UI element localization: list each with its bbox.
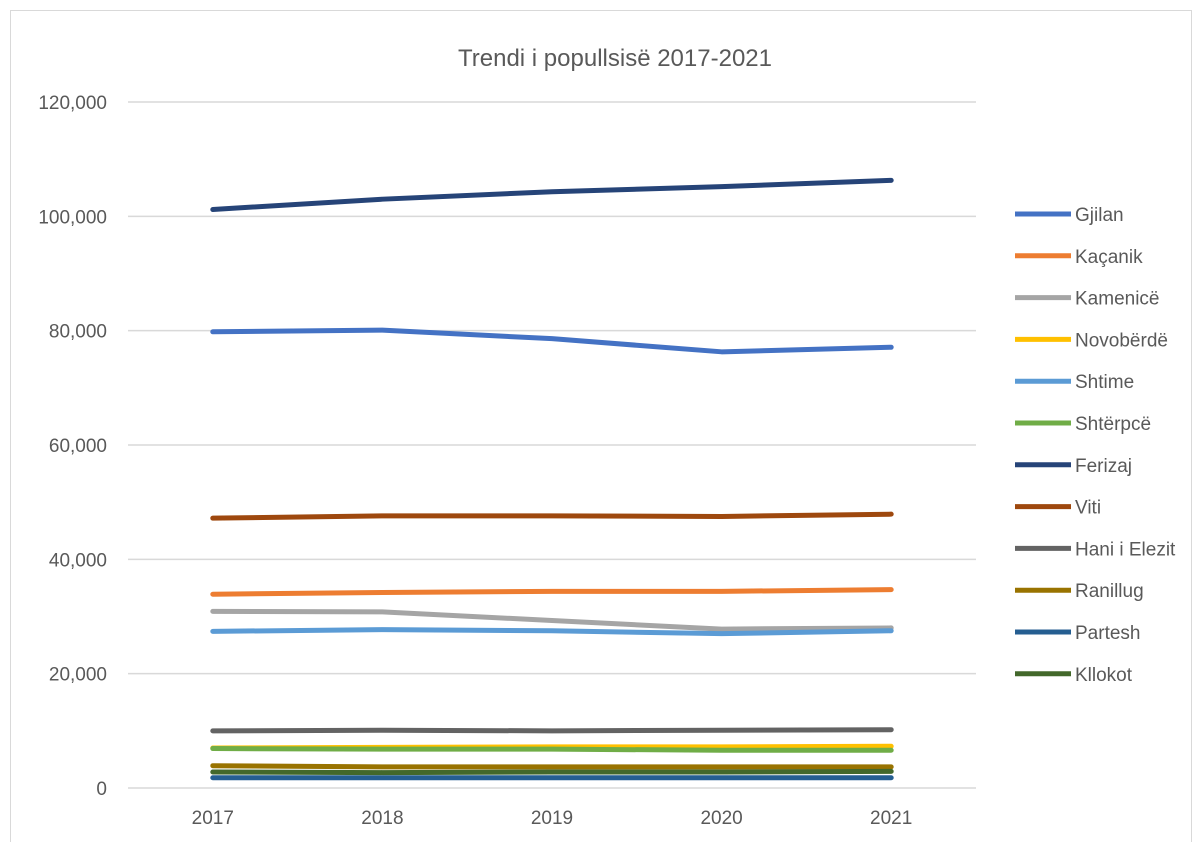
legend-item: Shtime	[1015, 372, 1134, 393]
series-line-hani-i-elezit	[210, 727, 894, 734]
series-line-kllokot	[210, 768, 894, 776]
legend-item: Kamenicë	[1015, 289, 1160, 310]
legend-item: Hani i Elezit	[1015, 539, 1176, 560]
y-tick-label: 40,000	[49, 550, 107, 571]
x-tick-label: 2020	[700, 808, 742, 829]
series-line-ferizaj	[210, 177, 894, 212]
y-tick-label: 120,000	[38, 93, 107, 114]
legend-item: Shtërpcë	[1015, 414, 1151, 435]
x-tick-label: 2018	[361, 808, 403, 829]
series-line-shtime	[210, 627, 894, 637]
legend-label: Shtërpcë	[1075, 414, 1151, 435]
legend-label: Kamenicë	[1075, 289, 1160, 310]
x-tick-label: 2019	[531, 808, 573, 829]
y-tick-label: 80,000	[49, 322, 107, 343]
y-tick-label: 0	[96, 779, 107, 800]
series-line-kamenic-	[210, 608, 894, 632]
legend-label: Kaçanik	[1075, 247, 1143, 268]
legend: Gjilan Kaçanik Kamenicë Novobërdë Shtime Shtë…	[1015, 205, 1176, 686]
legend-item: Ferizaj	[1015, 456, 1132, 477]
y-tick-label: 60,000	[49, 436, 107, 457]
legend-label: Hani i Elezit	[1075, 539, 1176, 560]
legend-item: Kaçanik	[1015, 247, 1143, 268]
legend-label: Ferizaj	[1075, 456, 1132, 477]
series-line-sht-rpc-	[210, 746, 894, 753]
x-axis-ticks: 2017 2018 2019 2020 2021	[192, 808, 913, 829]
legend-label: Kllokot	[1075, 665, 1133, 686]
legend-item: Novobërdë	[1015, 330, 1168, 351]
series-line-viti	[210, 511, 894, 521]
legend-label: Viti	[1075, 498, 1101, 519]
legend-label: Shtime	[1075, 372, 1134, 393]
chart-frame	[10, 10, 1192, 842]
series-lines	[210, 177, 894, 781]
series-line-ranillug	[210, 763, 894, 770]
series-line-ka-anik	[210, 587, 894, 597]
legend-label: Partesh	[1075, 623, 1140, 644]
legend-label: Novobërdë	[1075, 330, 1168, 351]
x-tick-label: 2021	[870, 808, 912, 829]
legend-item: Viti	[1015, 498, 1101, 519]
legend-label: Gjilan	[1075, 205, 1124, 226]
chart-title: Trendi i popullsisë 2017-2021	[458, 45, 772, 72]
y-tick-label: 20,000	[49, 665, 107, 686]
y-tick-label: 100,000	[38, 207, 107, 228]
legend-label: Ranillug	[1075, 581, 1144, 602]
series-line-gjilan	[210, 327, 894, 355]
legend-item: Ranillug	[1015, 581, 1144, 602]
legend-item: Partesh	[1015, 623, 1140, 644]
legend-item: Gjilan	[1015, 205, 1124, 226]
y-axis-ticks: 0 20,000 40,000 60,000 80,000 100,000 120,000	[38, 93, 107, 800]
legend-item: Kllokot	[1015, 665, 1133, 686]
x-tick-label: 2017	[192, 808, 234, 829]
